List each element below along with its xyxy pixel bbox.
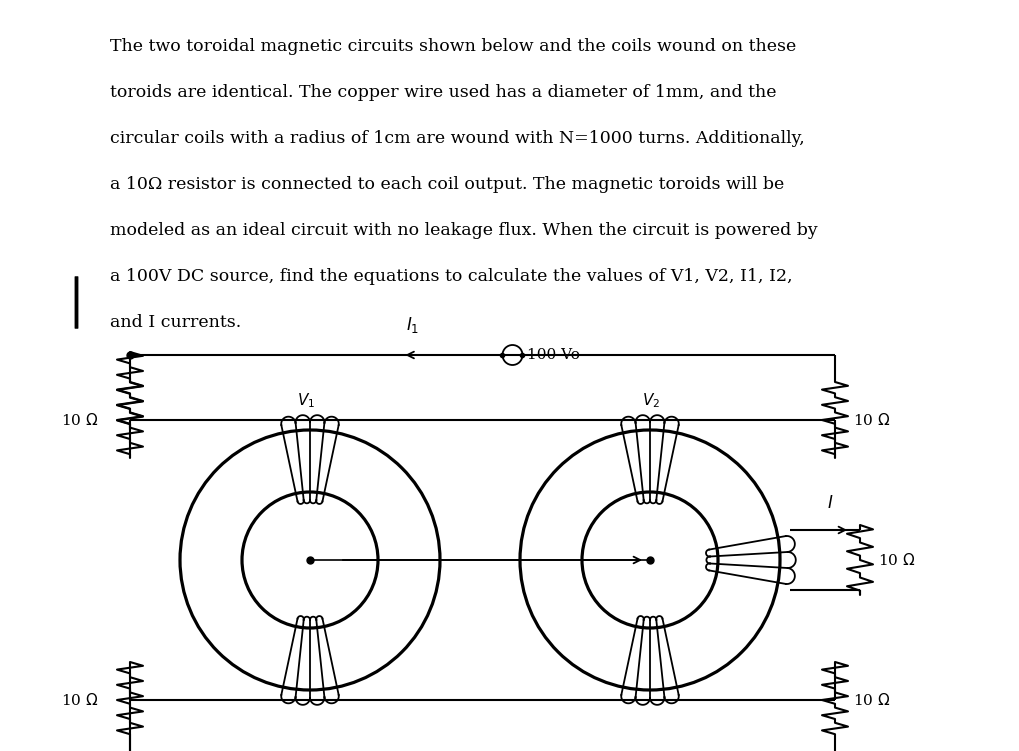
- Text: and I currents.: and I currents.: [110, 314, 242, 331]
- Text: a 10Ω resistor is connected to each coil output. The magnetic toroids will be: a 10Ω resistor is connected to each coil…: [110, 176, 784, 193]
- Text: 10 $\Omega$: 10 $\Omega$: [852, 412, 890, 428]
- Text: toroids are identical. The copper wire used has a diameter of 1mm, and the: toroids are identical. The copper wire u…: [110, 84, 775, 101]
- Text: circular coils with a radius of 1cm are wound with N=1000 turns. Additionally,: circular coils with a radius of 1cm are …: [110, 130, 804, 147]
- Text: The two toroidal magnetic circuits shown below and the coils wound on these: The two toroidal magnetic circuits shown…: [110, 38, 796, 55]
- Text: $V_1$: $V_1$: [297, 391, 315, 410]
- Text: a 100V DC source, find the equations to calculate the values of V1, V2, I1, I2,: a 100V DC source, find the equations to …: [110, 268, 792, 285]
- Text: $I_1$: $I_1$: [406, 315, 419, 335]
- Text: 10 $\Omega$: 10 $\Omega$: [877, 552, 914, 568]
- Text: 10 $\Omega$: 10 $\Omega$: [60, 692, 98, 708]
- Text: $I$: $I$: [826, 495, 833, 512]
- Text: 10 $\Omega$: 10 $\Omega$: [852, 692, 890, 708]
- Text: 100 Vo: 100 Vo: [527, 348, 580, 362]
- Text: modeled as an ideal circuit with no leakage flux. When the circuit is powered by: modeled as an ideal circuit with no leak…: [110, 222, 817, 239]
- Text: 10 $\Omega$: 10 $\Omega$: [60, 412, 98, 428]
- Text: $V_2$: $V_2$: [641, 391, 659, 410]
